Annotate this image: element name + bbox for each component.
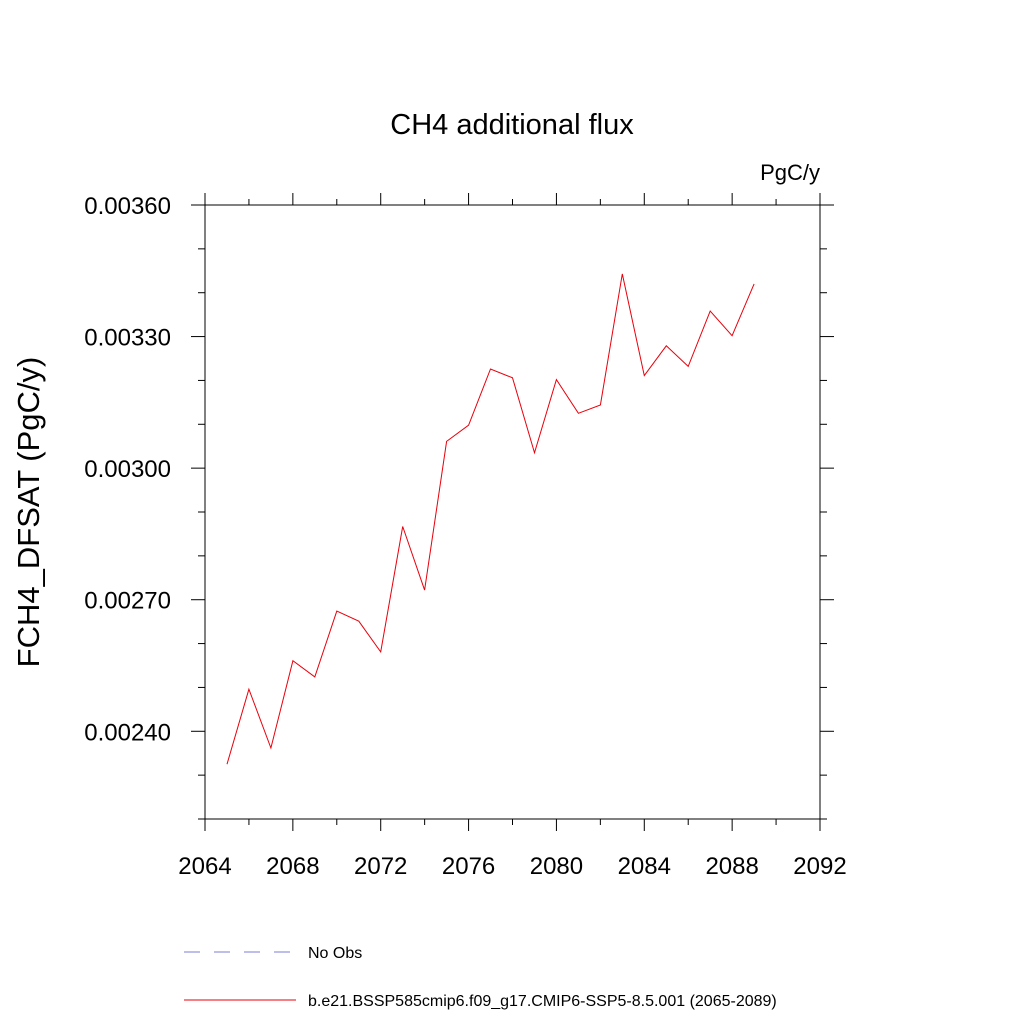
legend-label: No Obs [308,945,362,962]
x-axis-ticks: 2064 2068 2072 2076 2080 2084 2088 2092 [178,193,847,880]
y-tick-label: 0.00300 [84,456,171,483]
y-tick-label: 0.00330 [84,325,171,352]
chart-title: CH4 additional flux [390,109,634,141]
units-label: PgC/y [760,160,820,185]
legend-label: b.e21.BSSP585cmip6.f09_g17.CMIP6-SSP5-8.… [308,993,777,1010]
legend: No Obs b.e21.BSSP585cmip6.f09_g17.CMIP6-S… [184,945,777,1010]
y-axis-ticks: 0.00240 0.00270 0.00300 0.00330 0.00360 [84,193,834,820]
plot-frame [204,204,821,820]
x-tick-label: 2080 [530,853,583,880]
x-tick-label: 2072 [354,853,407,880]
y-tick-label: 0.00240 [84,719,171,746]
y-axis-label: FCH4_DFSAT (PgC/y) [11,357,46,668]
series-layer [226,273,755,765]
x-tick-label: 2068 [266,853,319,880]
x-tick-label: 2064 [178,853,231,880]
x-tick-label: 2092 [793,853,846,880]
x-tick-label: 2088 [705,853,758,880]
y-tick-label: 0.00360 [84,193,171,220]
series-line [226,273,755,765]
y-tick-label: 0.00270 [84,588,171,615]
x-tick-label: 2084 [618,853,671,880]
x-tick-label: 2076 [442,853,495,880]
